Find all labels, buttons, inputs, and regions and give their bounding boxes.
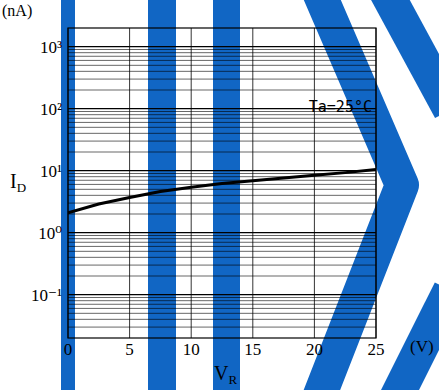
minor-grid-line	[68, 133, 376, 134]
chevron	[395, 290, 439, 390]
tick-label: 10	[183, 340, 200, 359]
minor-grid-line	[68, 71, 376, 72]
minor-grid-line	[68, 118, 376, 119]
unit-label: (nA)	[2, 2, 32, 20]
minor-grid-line	[68, 265, 376, 266]
minor-grid-line	[68, 319, 376, 320]
minor-grid-line	[68, 304, 376, 305]
minor-grid-line	[68, 203, 376, 204]
tick-label: 25	[368, 340, 385, 359]
axis-label: VR	[214, 362, 237, 387]
tick-label: 20	[306, 340, 323, 359]
minor-grid-line	[68, 60, 376, 61]
minor-grid-line	[68, 246, 376, 247]
minor-grid-line	[68, 141, 376, 142]
minor-grid-line	[68, 214, 376, 215]
minor-grid-line	[68, 297, 376, 298]
minor-grid-line	[68, 313, 376, 314]
minor-grid-line	[68, 238, 376, 239]
plot-frame	[68, 28, 376, 338]
grid	[68, 28, 376, 338]
series-group	[68, 170, 376, 213]
grid-line	[68, 170, 376, 171]
minor-grid-line	[68, 257, 376, 258]
tick-label: 10⁰	[38, 224, 62, 243]
minor-grid-line	[68, 127, 376, 128]
grid-line	[68, 46, 376, 47]
minor-grid-line	[68, 195, 376, 196]
grid-line	[314, 28, 315, 338]
chart: 10⁻¹ 10⁰ 10¹ 10² 10³ 0 5 10 15 20 25 ID VR (nA) (V) Ta=…	[0, 0, 439, 390]
minor-grid-line	[68, 90, 376, 91]
minor-grid-line	[68, 251, 376, 252]
minor-grid-line	[68, 300, 376, 301]
grid-line	[191, 28, 192, 338]
tick-label: 10¹	[40, 162, 62, 181]
grid-line	[129, 28, 130, 338]
decoration	[61, 0, 439, 390]
chevron	[318, 0, 402, 390]
minor-grid-line	[68, 327, 376, 328]
tick-label: 5	[125, 340, 134, 359]
tick-label: 10³	[40, 38, 62, 57]
band	[148, 0, 176, 390]
annotation: Ta=25°C	[309, 98, 372, 116]
minor-grid-line	[68, 308, 376, 309]
tick-label: 15	[244, 340, 261, 359]
grid-line	[252, 28, 253, 338]
minor-grid-line	[68, 79, 376, 80]
minor-grid-line	[68, 52, 376, 53]
minor-grid-line	[68, 235, 376, 236]
line	[68, 170, 376, 213]
tick-label: 10²	[40, 100, 62, 119]
minor-grid-line	[68, 152, 376, 153]
minor-grid-line	[68, 65, 376, 66]
minor-grid-line	[68, 189, 376, 190]
tick-label: 0	[64, 340, 73, 359]
axis-label: ID	[10, 170, 26, 195]
grid-line	[68, 294, 376, 295]
minor-grid-line	[68, 180, 376, 181]
minor-grid-line	[68, 56, 376, 57]
grid-line	[68, 232, 376, 233]
minor-grid-line	[68, 242, 376, 243]
chevron	[385, 0, 439, 110]
minor-grid-line	[68, 276, 376, 277]
minor-grid-line	[68, 176, 376, 177]
tick-label: 10⁻¹	[31, 286, 62, 305]
minor-grid-line	[68, 122, 376, 123]
unit-label: (V)	[410, 337, 434, 356]
band	[213, 0, 240, 390]
minor-grid-line	[68, 49, 376, 50]
